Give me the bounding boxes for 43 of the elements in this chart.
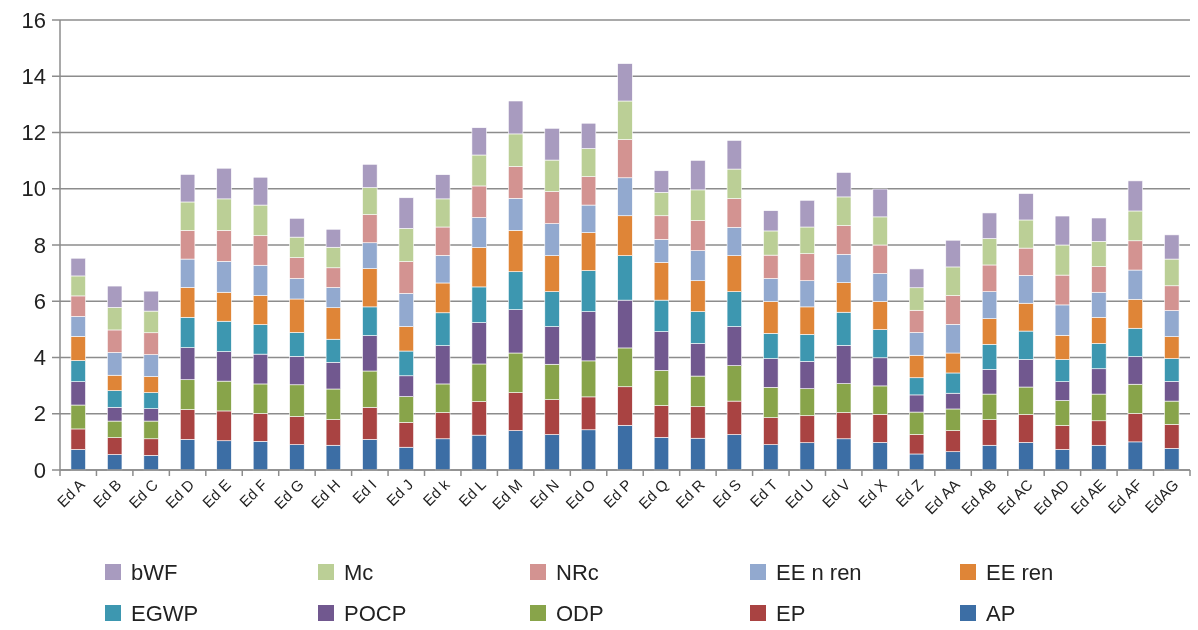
legend-label: ODP: [556, 600, 604, 626]
x-tick-label: Ed E: [198, 475, 234, 511]
x-tick-label: Ed J: [382, 475, 417, 510]
x-tick-label: Ed V: [818, 475, 854, 511]
y-tick-label: 2: [33, 401, 46, 427]
x-tick-label: Ed U: [781, 475, 818, 512]
x-tick-label: Ed S: [709, 475, 745, 511]
y-tick-label: 6: [33, 288, 46, 314]
x-tick-label: Ed H: [307, 475, 344, 512]
legend-label: POCP: [344, 600, 407, 626]
x-tick-label: Ed A: [53, 475, 89, 511]
x-tick-label: Ed k: [419, 475, 453, 510]
x-tick-label: Ed AE: [1067, 475, 1109, 518]
legend-label: EE ren: [986, 559, 1054, 585]
y-tick-label: 14: [21, 63, 46, 89]
y-tick-label: 10: [21, 176, 46, 202]
y-tick-label: 16: [21, 7, 46, 33]
x-tick-label: Ed Q: [635, 475, 672, 513]
legend-label: EGWP: [131, 600, 199, 626]
x-tick-label: Ed C: [125, 475, 162, 512]
x-tick-label: Ed R: [672, 475, 708, 512]
x-tick-label: Ed D: [161, 475, 198, 512]
y-tick-label: 0: [33, 457, 46, 483]
x-tick-label: Ed L: [455, 475, 490, 510]
x-tick-label: Ed N: [526, 475, 562, 512]
y-tick-label: 8: [33, 232, 46, 258]
legend-label: bWF: [131, 559, 178, 585]
legend-label: EE n ren: [776, 559, 862, 585]
legend-label: EP: [776, 600, 806, 626]
x-tick-label: Ed M: [488, 475, 526, 513]
x-tick-label: Ed G: [270, 475, 307, 513]
x-tick-label: Ed P: [599, 475, 635, 511]
x-tick-label: Ed F: [235, 475, 271, 511]
y-tick-label: 4: [33, 345, 46, 371]
legend-label: AP: [986, 600, 1016, 626]
x-tick-label: Ed X: [854, 475, 890, 511]
x-tick-label: Ed B: [89, 475, 125, 511]
y-tick-label: 12: [21, 120, 46, 146]
x-tick-label: Ed I: [348, 475, 380, 507]
legend-label: Mc: [344, 559, 374, 585]
legend-label: NRc: [556, 559, 599, 585]
x-tick-label: Ed O: [562, 475, 599, 513]
x-tick-label: Ed T: [746, 475, 781, 511]
